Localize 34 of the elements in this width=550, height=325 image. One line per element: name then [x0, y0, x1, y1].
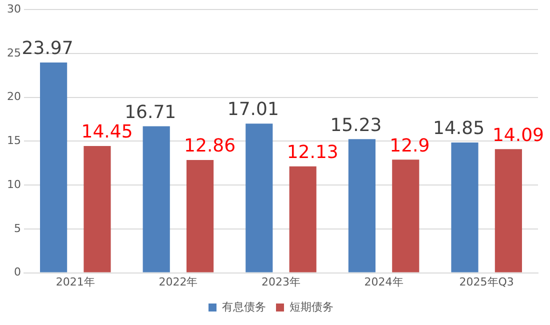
data-label: 17.01	[227, 99, 279, 120]
y-tick-label: 10	[6, 178, 21, 191]
data-label: 14.45	[81, 122, 133, 143]
bar	[40, 62, 68, 272]
y-tick-label: 25	[6, 46, 21, 60]
data-label: 12.13	[286, 142, 338, 164]
bar	[289, 166, 316, 272]
x-tick-label: 2024年	[364, 275, 404, 288]
data-label: 12.86	[184, 136, 236, 157]
y-tick-label: 15	[6, 134, 21, 148]
x-tick-label: 2021年	[56, 275, 95, 288]
legend-label: 短期债务	[290, 300, 334, 314]
data-label: 12.9	[390, 135, 430, 156]
data-label: 14.09	[492, 124, 544, 146]
legend-label: 有息债务	[222, 300, 266, 314]
bar	[84, 146, 111, 272]
bar	[451, 142, 478, 272]
y-tick-label: 5	[14, 222, 21, 235]
x-tick-label: 2022年	[158, 275, 198, 288]
data-label: 16.71	[124, 102, 176, 123]
bar	[392, 160, 420, 272]
bar	[348, 139, 376, 272]
x-tick-label: 2023年	[262, 275, 300, 288]
bar	[142, 126, 170, 272]
bar	[186, 160, 214, 272]
data-label: 14.85	[432, 118, 485, 140]
bar	[246, 124, 273, 272]
y-tick-label: 20	[6, 90, 21, 104]
y-tick-label: 0	[14, 266, 21, 279]
y-tick-label: 30	[6, 2, 21, 16]
data-label: 15.23	[330, 114, 382, 136]
data-label: 23.97	[22, 38, 74, 60]
bar	[494, 149, 522, 272]
x-tick-label: 2025年Q3	[459, 275, 514, 288]
